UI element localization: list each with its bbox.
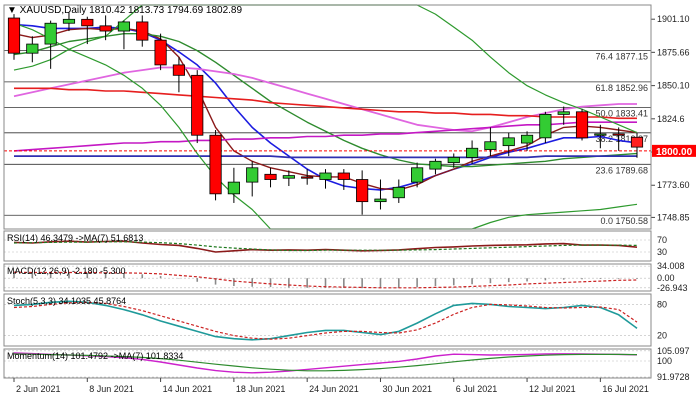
rsi-line-1 [13, 241, 638, 252]
rsi-tick-label: 30 [657, 247, 667, 257]
candle-body [594, 133, 607, 136]
panel-stoch: 80 20 Stoch(5,3,3) 34.1035 45.8764 [3, 293, 667, 347]
candle-body [466, 147, 479, 158]
fib-level-label: 61.8 1852.96 [595, 83, 648, 93]
candle-body [62, 18, 76, 24]
time-tick-label: 16 Jul 2021 [602, 384, 649, 394]
fib-level-label: 76.4 1877.15 [595, 51, 648, 61]
overlay-line-2 [13, 33, 638, 168]
price-tick-label: 1824.6 [657, 114, 685, 124]
macd-tick-label: -26.943 [657, 283, 688, 293]
momentum-header: Momentum(14) 101.4792 ->MA(7) 101.8334 [7, 351, 183, 361]
candle-body [484, 141, 497, 150]
candle-body [337, 172, 350, 180]
time-tick-label: 2 Jun 2021 [16, 384, 61, 394]
candle-body [612, 133, 625, 136]
macd-panel-frame [3, 263, 652, 292]
price-tick-label: 1875.66 [657, 47, 690, 57]
stoch-tick-label: 20 [657, 331, 667, 341]
momentum-line-1 [13, 353, 638, 372]
candle-body [301, 176, 314, 179]
time-tick-label: 8 Jun 2021 [89, 384, 134, 394]
stoch-tick-label: 80 [657, 299, 667, 309]
candle-body [429, 160, 442, 170]
momentum-tick-label: 100 [657, 356, 672, 366]
stoch-header: Stoch(5,3,3) 34.1035 45.8764 [7, 296, 126, 306]
candle-body [502, 137, 515, 147]
momentum-tick-label: 105.097 [657, 346, 690, 356]
rsi-panel-frame [3, 230, 652, 262]
price-tick-label: 1901.10 [657, 14, 690, 24]
price-tick-label: 1850.10 [657, 81, 690, 91]
candle-body [520, 134, 534, 144]
momentum-line-0 [13, 352, 638, 374]
candle-body [81, 18, 94, 27]
candle-body [7, 17, 21, 54]
macd-tick-label: 34.008 [657, 261, 685, 271]
rsi-tick-label: 70 [657, 235, 667, 245]
candle-body [319, 172, 332, 180]
macd-line-0 [13, 271, 638, 289]
overlay-line-5 [14, 155, 637, 159]
stoch-line-1 [13, 301, 638, 340]
candle-body [374, 198, 387, 203]
candle-body [117, 21, 131, 32]
candle-body [191, 74, 204, 136]
time-tick-label: 6 Jul 2021 [456, 384, 498, 394]
symbol-header: ▼ XAUUSD,Daily 1810.42 1813.73 1794.69 1… [7, 5, 242, 16]
momentum-panel-frame [3, 348, 652, 379]
candle-body [447, 156, 460, 163]
panel-rsi: 70 30 RSI(14) 46.3479 ->MA(7) 51.6813 [3, 230, 667, 262]
rsi-line-0 [13, 240, 638, 253]
price-tick-label: 1748.85 [657, 212, 690, 222]
main-panel-frame [3, 4, 652, 230]
macd-header: MACD(12,26,9) -2.180 -5.300 [7, 266, 126, 276]
candle-body [392, 186, 405, 199]
candle-body [246, 167, 259, 183]
candle-body [209, 134, 222, 195]
time-tick-label: 14 Jun 2021 [163, 384, 213, 394]
time-tick-label: 18 Jun 2021 [236, 384, 286, 394]
overlay-line-6 [13, 121, 637, 152]
momentum-tick-label: 91.9728 [657, 372, 690, 382]
indicator-panels: 70 30 RSI(14) 46.3479 ->MA(7) 51.6813 34.00… [3, 230, 690, 382]
candle-body [630, 136, 644, 148]
overlay-line-4 [14, 87, 637, 120]
candle-body [411, 167, 424, 183]
fib-level-label: 38.2 1813.87 [595, 134, 648, 144]
candle-body [356, 179, 369, 203]
candle-body [282, 175, 295, 179]
candle-body [154, 39, 167, 66]
candle-body [264, 173, 277, 180]
macd-tick-label: 0.00 [657, 273, 675, 283]
price-marker-box [652, 144, 696, 157]
candle-body [172, 64, 185, 76]
fib-level-label: 23.6 1789.68 [595, 165, 648, 175]
price-marker-label: 1800.00 [656, 147, 693, 158]
rsi-header: RSI(14) 46.3479 ->MA(7) 51.6813 [7, 233, 143, 243]
stoch-panel-frame [3, 293, 652, 347]
panel-macd: 34.008 0.00-26.943 MACD(12,26,9) -2.180 -5… [3, 261, 688, 293]
candle-body [557, 111, 570, 115]
time-tick-label: 30 Jun 2021 [382, 384, 432, 394]
candle-body [99, 25, 112, 32]
candle-body [44, 22, 57, 45]
time-tick-label: 12 Jul 2021 [529, 384, 576, 394]
time-tick-label: 24 Jun 2021 [309, 384, 359, 394]
candle-body [136, 21, 149, 41]
stoch-line-0 [13, 300, 638, 341]
time-axis: 2 Jun 2021 8 Jun 2021 14 Jun 2021 18 Jun 20… [13, 378, 649, 394]
candle-body [575, 111, 589, 139]
fib-level-label: 0.0 1750.58 [600, 216, 648, 226]
candle-body [539, 113, 552, 139]
fib-level-label: 50.0 1833.41 [595, 108, 648, 118]
candle-body [227, 181, 240, 195]
candle-body [26, 43, 39, 54]
price-tick-label: 1773.60 [657, 180, 690, 190]
